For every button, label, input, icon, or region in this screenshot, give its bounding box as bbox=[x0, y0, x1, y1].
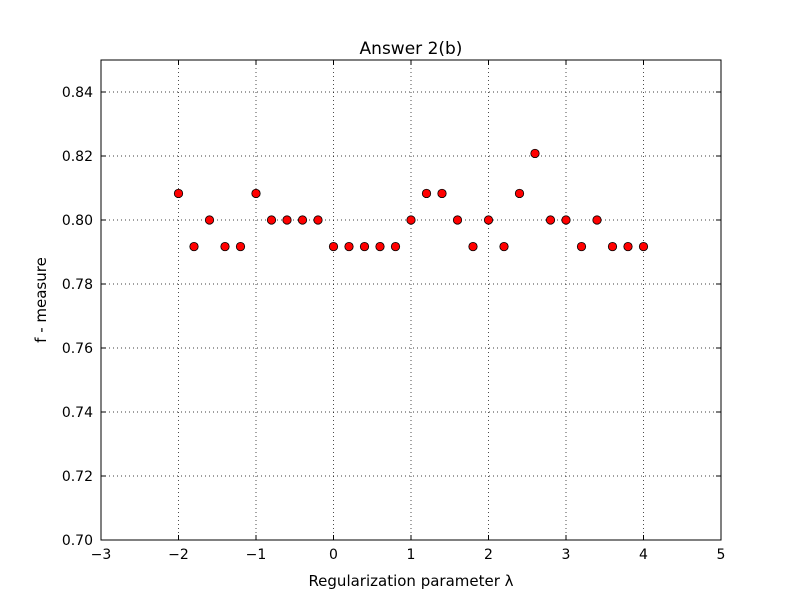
data-point bbox=[282, 215, 292, 225]
x-tick-label: −3 bbox=[91, 547, 112, 563]
data-point bbox=[328, 241, 339, 252]
y-axis-label: f - measure bbox=[32, 257, 50, 343]
data-point bbox=[468, 241, 478, 252]
data-point bbox=[607, 241, 618, 252]
x-tick-label: −2 bbox=[168, 547, 189, 563]
y-tick-label: 0.84 bbox=[62, 85, 93, 101]
data-point bbox=[437, 188, 447, 199]
data-point bbox=[576, 241, 587, 252]
data-point bbox=[545, 215, 556, 225]
data-point bbox=[406, 215, 416, 225]
data-point bbox=[499, 241, 509, 252]
plot-frame bbox=[100, 59, 722, 541]
y-tick-label: 0.72 bbox=[62, 469, 93, 485]
x-tick-label: 3 bbox=[562, 547, 571, 563]
x-tick-label: 0 bbox=[329, 547, 338, 563]
data-point bbox=[235, 241, 246, 252]
y-tick-label: 0.74 bbox=[62, 405, 93, 421]
y-tick-label: 0.80 bbox=[62, 213, 93, 229]
data-point bbox=[375, 241, 385, 252]
data-point bbox=[592, 215, 602, 225]
data-points bbox=[173, 148, 649, 252]
axis-ticks bbox=[100, 60, 722, 541]
data-point bbox=[220, 241, 230, 252]
y-tick-label: 0.70 bbox=[62, 533, 93, 549]
data-point bbox=[344, 241, 354, 252]
data-point bbox=[313, 215, 323, 225]
data-point bbox=[390, 241, 401, 252]
x-tick-labels: −3 −2 −1 0 1 2 3 4 5 bbox=[91, 547, 726, 563]
x-tick-label: 5 bbox=[717, 547, 726, 563]
x-tick-label: 1 bbox=[407, 547, 416, 563]
data-point bbox=[514, 188, 525, 199]
grid-lines bbox=[100, 60, 722, 541]
data-point bbox=[421, 188, 432, 199]
x-tick-label: −1 bbox=[246, 547, 267, 563]
x-tick-label: 4 bbox=[639, 547, 648, 563]
data-point bbox=[638, 241, 649, 252]
data-point bbox=[189, 241, 199, 252]
y-tick-label: 0.76 bbox=[62, 341, 93, 357]
data-point bbox=[483, 215, 494, 225]
x-tick-label: 2 bbox=[484, 547, 493, 563]
y-tick-labels: 0.70 0.72 0.74 0.76 0.78 0.80 0.82 0.84 bbox=[62, 85, 93, 549]
y-tick-label: 0.82 bbox=[62, 149, 93, 165]
data-point bbox=[623, 241, 633, 252]
data-point bbox=[561, 215, 571, 225]
y-tick-label: 0.78 bbox=[62, 277, 93, 293]
x-axis-label: Regularization parameter λ bbox=[308, 572, 513, 590]
data-point bbox=[297, 215, 308, 225]
data-point bbox=[530, 148, 540, 159]
data-point bbox=[173, 188, 184, 199]
chart-title: Answer 2(b) bbox=[360, 39, 463, 59]
data-point bbox=[251, 188, 261, 199]
data-point bbox=[452, 215, 463, 225]
data-point bbox=[359, 241, 370, 252]
data-point bbox=[204, 215, 215, 225]
data-point bbox=[266, 215, 277, 225]
